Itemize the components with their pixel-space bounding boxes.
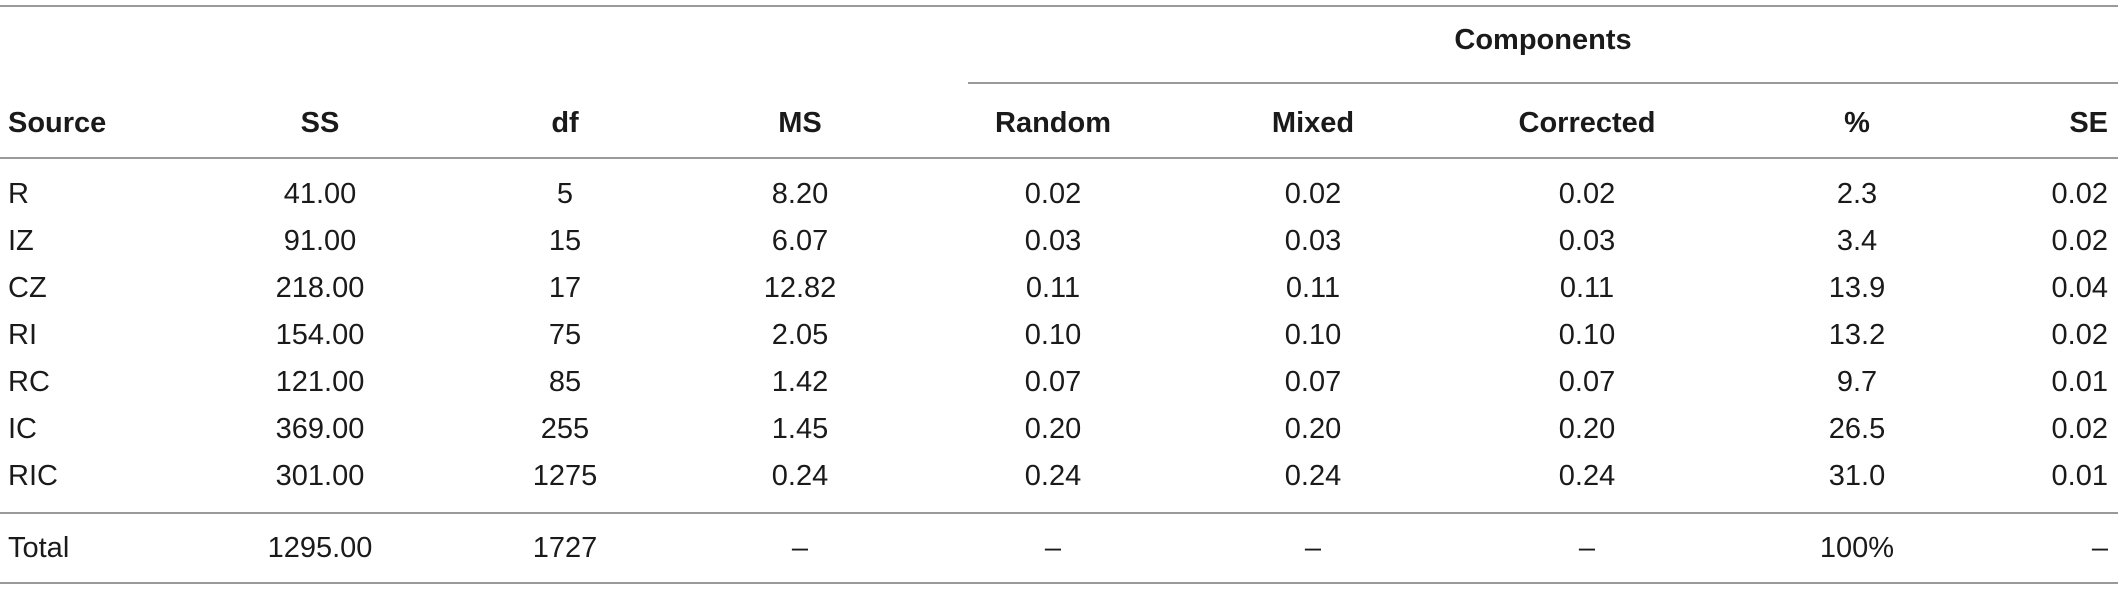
column-header-ss: SS — [300, 107, 340, 139]
table-cell-se: 0.02 — [2051, 225, 2108, 257]
total-rule — [0, 512, 2118, 514]
column-header-source: Source — [8, 107, 107, 139]
header-rule — [0, 157, 2118, 159]
table-cell-corrected: 0.24 — [1558, 460, 1616, 492]
table-cell-corrected: 0.11 — [1559, 272, 1615, 304]
total-cell-corrected: – — [1578, 532, 1596, 564]
table-cell-percent: 13.9 — [1828, 272, 1886, 304]
table-cell-se: 0.01 — [2051, 366, 2108, 398]
table-cell-ms: 8.20 — [771, 178, 829, 210]
table-cell-ms: 6.07 — [771, 225, 829, 257]
total-cell-ms: – — [791, 532, 809, 564]
table-cell-percent: 2.3 — [1836, 178, 1878, 210]
table-cell-se: 0.02 — [2051, 413, 2108, 445]
total-cell-mixed: – — [1304, 532, 1322, 564]
table-cell-ss: 154.00 — [275, 319, 365, 351]
total-cell-se: – — [2091, 532, 2108, 564]
table-cell-source: R — [8, 178, 29, 210]
bottom-rule — [0, 582, 2118, 584]
table-cell-ss: 91.00 — [283, 225, 357, 257]
table-cell-random: 0.24 — [1024, 460, 1082, 492]
table-cell-source: RC — [8, 366, 50, 398]
table-cell-df: 17 — [548, 272, 582, 304]
table-cell-source: RIC — [8, 460, 58, 492]
table-cell-random: 0.02 — [1024, 178, 1082, 210]
table-cell-ss: 301.00 — [275, 460, 365, 492]
table-cell-source: RI — [8, 319, 37, 351]
table-cell-ms: 12.82 — [763, 272, 837, 304]
table-cell-percent: 31.0 — [1828, 460, 1886, 492]
table-cell-random: 0.07 — [1024, 366, 1082, 398]
components-group-header: Components — [1454, 24, 1632, 56]
total-cell-random: – — [1044, 532, 1062, 564]
table-cell-mixed: 0.07 — [1284, 366, 1342, 398]
table-cell-se: 0.04 — [2051, 272, 2108, 304]
table-cell-mixed: 0.02 — [1284, 178, 1342, 210]
table-cell-df: 75 — [548, 319, 582, 351]
column-header-ms: MS — [778, 107, 822, 139]
table-cell-mixed: 0.20 — [1284, 413, 1342, 445]
table-cell-mixed: 0.03 — [1284, 225, 1342, 257]
table-cell-ms: 2.05 — [771, 319, 829, 351]
table-cell-ss: 121.00 — [275, 366, 365, 398]
table-cell-percent: 9.7 — [1836, 366, 1878, 398]
column-header-mixed: Mixed — [1271, 107, 1355, 139]
table-cell-source: CZ — [8, 272, 47, 304]
table-cell-source: IZ — [8, 225, 34, 257]
table-cell-corrected: 0.02 — [1558, 178, 1616, 210]
table-cell-ss: 41.00 — [283, 178, 357, 210]
table-cell-corrected: 0.07 — [1558, 366, 1616, 398]
table-cell-df: 255 — [540, 413, 590, 445]
top-rule — [0, 5, 2118, 7]
components-rule — [968, 82, 2118, 84]
column-header-percent: % — [1844, 107, 1870, 139]
table-cell-df: 85 — [548, 366, 582, 398]
table-cell-se: 0.02 — [2051, 319, 2108, 351]
table-cell-percent: 26.5 — [1828, 413, 1886, 445]
total-cell-source: Total — [8, 532, 70, 564]
table-cell-corrected: 0.20 — [1558, 413, 1616, 445]
table-cell-df: 5 — [556, 178, 574, 210]
table-cell-random: 0.10 — [1024, 319, 1082, 351]
table-cell-random: 0.20 — [1024, 413, 1082, 445]
total-cell-percent: 100% — [1819, 532, 1895, 564]
table-cell-ms: 0.24 — [771, 460, 829, 492]
column-header-df: df — [551, 107, 579, 139]
table-cell-ss: 218.00 — [275, 272, 365, 304]
table-cell-random: 0.11 — [1025, 272, 1081, 304]
table-cell-se: 0.01 — [2051, 460, 2108, 492]
table-cell-corrected: 0.03 — [1558, 225, 1616, 257]
table-cell-corrected: 0.10 — [1558, 319, 1616, 351]
table-cell-ss: 369.00 — [275, 413, 365, 445]
column-header-corrected: Corrected — [1518, 107, 1656, 139]
table-cell-mixed: 0.24 — [1284, 460, 1342, 492]
table-cell-percent: 13.2 — [1828, 319, 1886, 351]
table-cell-mixed: 0.10 — [1284, 319, 1342, 351]
table-cell-ms: 1.45 — [771, 413, 829, 445]
total-cell-ss: 1295.00 — [267, 532, 373, 564]
column-header-se: SE — [2069, 107, 2108, 139]
table-cell-df: 15 — [548, 225, 582, 257]
table-cell-ms: 1.42 — [771, 366, 829, 398]
table-cell-se: 0.02 — [2051, 178, 2108, 210]
table-cell-percent: 3.4 — [1836, 225, 1878, 257]
table-cell-df: 1275 — [532, 460, 598, 492]
total-cell-df: 1727 — [532, 532, 598, 564]
table-cell-mixed: 0.11 — [1285, 272, 1341, 304]
table-cell-source: IC — [8, 413, 37, 445]
table-cell-random: 0.03 — [1024, 225, 1082, 257]
column-header-random: Random — [995, 107, 1111, 139]
